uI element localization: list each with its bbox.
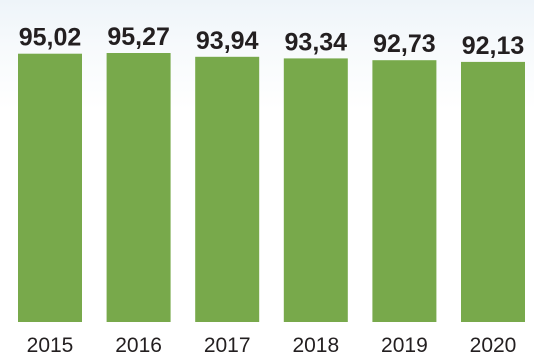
- value-labels-layer: 95,02 95,27 93,94 93,34 92,73 92,13: [19, 23, 525, 60]
- value-label-2019: 92,73: [373, 30, 436, 58]
- x-tick-label-2020: 2020: [470, 334, 517, 357]
- value-label-2018: 93,34: [285, 28, 348, 56]
- x-tick-label-2017: 2017: [204, 334, 251, 357]
- x-tick-label-2018: 2018: [292, 334, 339, 357]
- value-label-2020: 92,13: [462, 32, 525, 60]
- value-label-2017: 93,94: [196, 27, 259, 55]
- value-label-2015: 95,02: [19, 24, 82, 52]
- bar-2019: [372, 60, 437, 322]
- bar-2018: [283, 58, 348, 323]
- value-label-2016: 95,27: [107, 23, 170, 51]
- bar-2020: [461, 61, 525, 323]
- bar-2017: [195, 56, 260, 323]
- x-tick-label-2019: 2019: [381, 334, 428, 357]
- x-tick-label-2016: 2016: [115, 334, 162, 357]
- bar-2015: [18, 53, 82, 322]
- x-tick-labels: 2015 2016 2017 2018 2019 2020: [27, 334, 517, 357]
- x-tick-label-2015: 2015: [27, 334, 74, 357]
- bars-layer: [18, 53, 525, 323]
- bar-2016: [106, 53, 171, 322]
